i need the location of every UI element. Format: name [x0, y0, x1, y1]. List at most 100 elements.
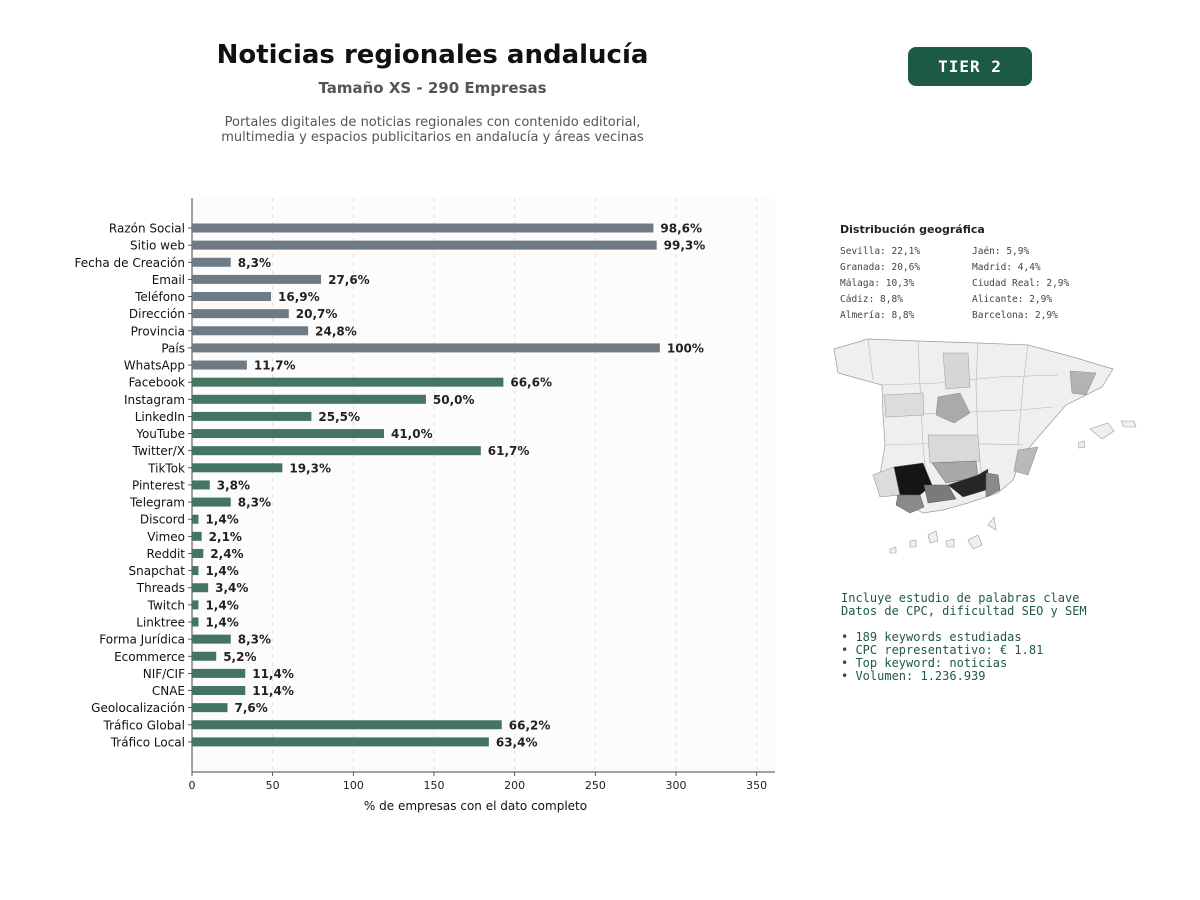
data-label: 19,3%	[289, 461, 331, 475]
category-label: Email	[152, 273, 185, 287]
category-label: Provincia	[131, 324, 185, 338]
page-title: Noticias regionales andalucía	[216, 40, 649, 70]
x-tick-label: 150	[424, 779, 445, 792]
data-label: 16,9%	[278, 290, 320, 304]
data-label: 27,6%	[328, 273, 370, 287]
bar	[192, 326, 309, 336]
keyword-line-1: Incluye estudio de palabras clave	[841, 591, 1080, 605]
tier-badge: TIER 2	[908, 47, 1032, 86]
x-tick-label: 100	[343, 779, 364, 792]
bar	[192, 548, 204, 558]
bar	[192, 360, 247, 370]
data-label: 24,8%	[315, 324, 357, 338]
category-label: Razón Social	[109, 222, 185, 236]
category-label: Facebook	[129, 376, 185, 390]
category-label: LinkedIn	[135, 410, 185, 424]
category-label: Linktree	[136, 615, 185, 629]
category-label: País	[161, 341, 185, 355]
data-label: 11,4%	[252, 667, 294, 681]
data-label: 20,7%	[296, 307, 338, 321]
bar	[192, 394, 426, 404]
data-label: 25,5%	[318, 410, 360, 424]
bar	[192, 497, 231, 507]
page-subtitle: Tamaño XS - 290 Empresas	[318, 79, 547, 97]
bar	[192, 720, 502, 730]
spain-map-icon	[833, 338, 1137, 554]
bar	[192, 617, 199, 627]
category-label: Instagram	[124, 393, 185, 407]
category-label: YouTube	[135, 427, 185, 441]
geo-item: Barcelona: 2,9%	[972, 310, 1058, 321]
description-line-1: Portales digitales de noticias regionale…	[224, 115, 641, 130]
category-label: WhatsApp	[124, 359, 185, 373]
bar	[192, 411, 312, 421]
data-label: 1,4%	[205, 598, 238, 612]
bar	[192, 531, 202, 541]
category-label: Tráfico Local	[110, 735, 185, 749]
bar	[192, 566, 199, 576]
bar	[192, 686, 246, 696]
data-label: 8,3%	[238, 633, 271, 647]
geo-item: Sevilla: 22,1%	[840, 246, 921, 257]
geo-list: Sevilla: 22,1% Jaén: 5,9% Granada: 20,6%…	[840, 245, 1110, 322]
category-label: Tráfico Global	[103, 718, 185, 732]
bar	[192, 377, 504, 387]
geo-item: Málaga: 10,3%	[840, 278, 915, 289]
data-label: 11,4%	[252, 684, 294, 698]
bar	[192, 446, 481, 456]
description-line-2: multimedia y espacios publicitarios en a…	[221, 130, 644, 145]
category-label: Vimeo	[147, 530, 185, 544]
x-tick-label: 350	[746, 779, 767, 792]
data-label: 1,4%	[205, 513, 238, 527]
x-tick-label: 0	[189, 779, 196, 792]
category-label: Discord	[140, 513, 185, 527]
bar	[192, 343, 660, 353]
data-label: 3,4%	[215, 581, 248, 595]
category-label: Twitch	[147, 598, 185, 612]
category-label: Reddit	[147, 547, 186, 561]
geo-item: Granada: 20,6%	[840, 262, 921, 273]
data-label: 99,3%	[664, 239, 706, 253]
bar	[192, 274, 322, 284]
bar	[192, 463, 283, 473]
bar	[192, 257, 231, 267]
bar	[192, 737, 489, 747]
category-label: CNAE	[152, 684, 185, 698]
bar	[192, 292, 272, 302]
bar	[192, 600, 199, 610]
category-label: Pinterest	[132, 478, 185, 492]
data-label: 63,4%	[496, 735, 538, 749]
plot-area	[192, 198, 775, 772]
bar	[192, 514, 199, 524]
category-label: Sitio web	[130, 239, 185, 253]
data-label: 50,0%	[433, 393, 475, 407]
geo-item: Alicante: 2,9%	[972, 294, 1053, 305]
keyword-info: Incluye estudio de palabras clave Datos …	[841, 592, 1087, 683]
bar	[192, 223, 654, 233]
category-label: Forma Jurídica	[99, 633, 185, 647]
data-label: 41,0%	[391, 427, 433, 441]
data-label: 8,3%	[238, 496, 271, 510]
category-label: Geolocalización	[91, 701, 185, 715]
geo-title: Distribución geográfica	[840, 223, 985, 236]
data-label: 98,6%	[660, 222, 702, 236]
category-label: Teléfono	[134, 290, 185, 304]
category-label: NIF/CIF	[143, 667, 185, 681]
bar	[192, 309, 289, 319]
data-label: 1,4%	[205, 564, 238, 578]
bar	[192, 429, 384, 439]
data-label: 66,6%	[510, 376, 552, 390]
category-label: Dirección	[129, 307, 185, 321]
category-label: Ecommerce	[114, 650, 185, 664]
x-axis-label: % de empresas con el dato completo	[364, 799, 587, 813]
data-label: 2,4%	[210, 547, 243, 561]
keyword-bullet: • 189 keywords estudiadas	[841, 630, 1022, 644]
keyword-bullet: • CPC representativo: € 1.81	[841, 643, 1044, 657]
keyword-line-2: Datos de CPC, dificultad SEO y SEM	[841, 604, 1087, 618]
category-label: Twitter/X	[132, 444, 185, 458]
bar	[192, 634, 231, 644]
bar	[192, 240, 657, 250]
category-label: Snapchat	[129, 564, 186, 578]
x-tick-label: 200	[504, 779, 525, 792]
keyword-bullet: • Volumen: 1.236.939	[841, 669, 986, 683]
